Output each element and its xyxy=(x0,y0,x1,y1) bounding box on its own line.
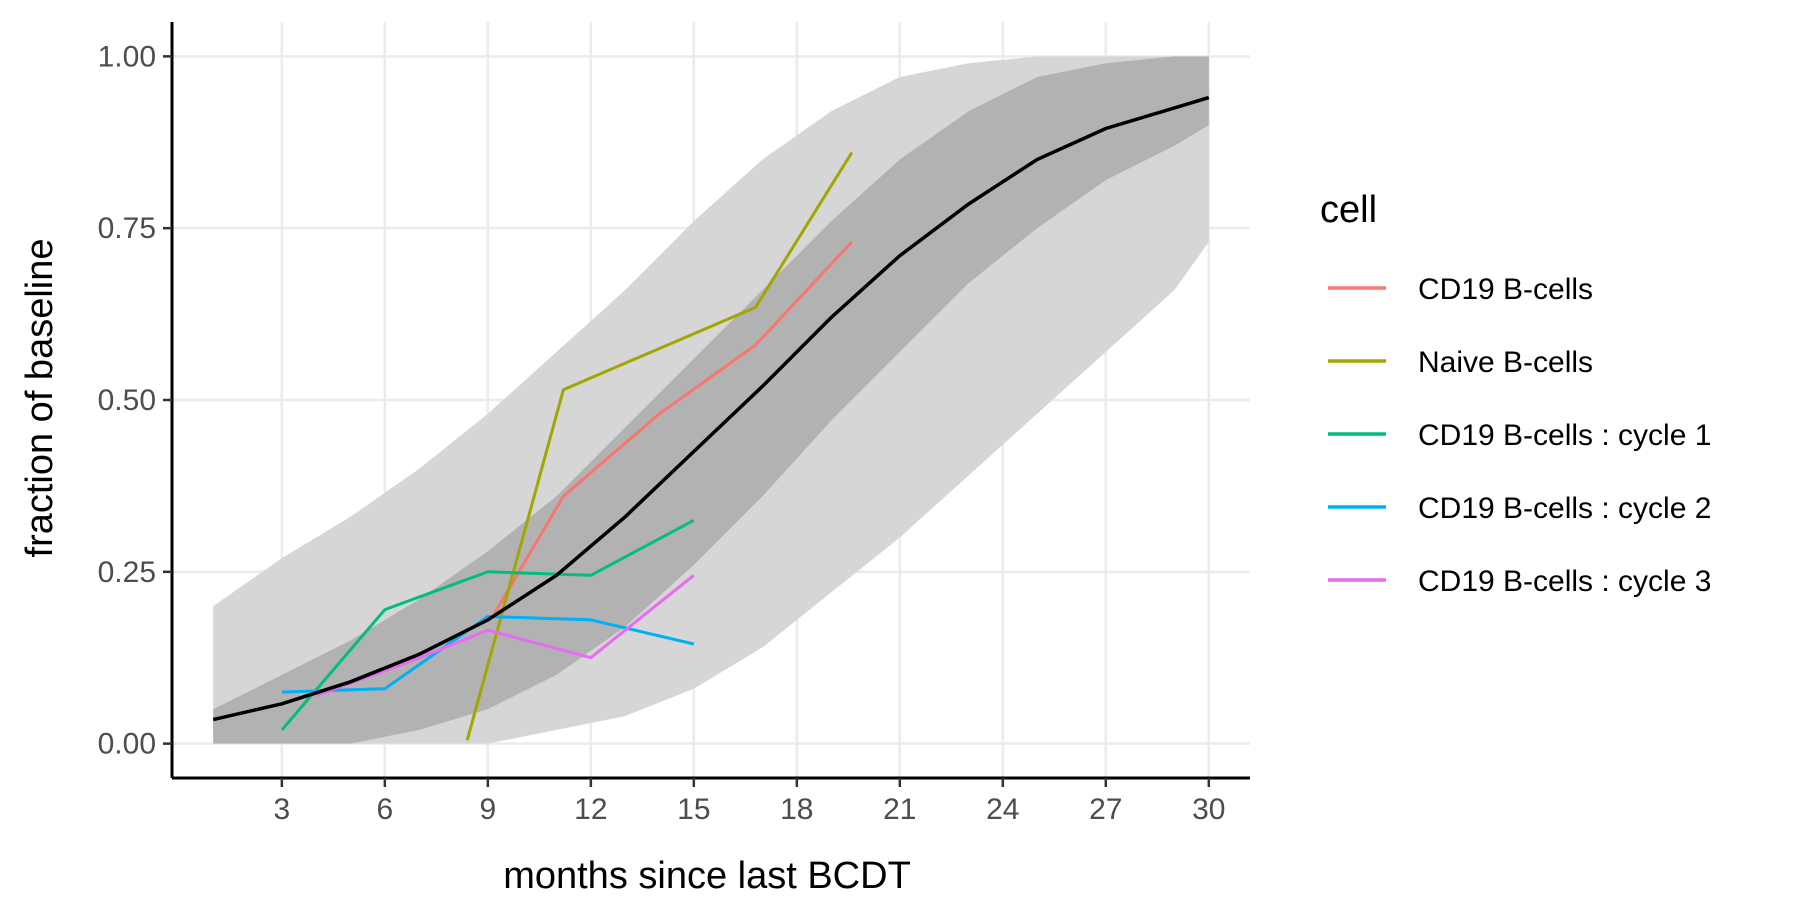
legend-label-cd19-b-cells-cycle-2: CD19 B-cells : cycle 2 xyxy=(1418,492,1711,525)
x-tick-label-24: 24 xyxy=(986,793,1019,826)
legend-item-naive-b-cells: Naive B-cells xyxy=(1328,346,1593,379)
series-line-cd19-b-cells xyxy=(493,240,853,614)
x-tick-label-18: 18 xyxy=(780,793,813,826)
legend-label-cd19-b-cells-cycle-1: CD19 B-cells : cycle 1 xyxy=(1418,419,1711,452)
legend-label-cd19-b-cells: CD19 B-cells xyxy=(1418,273,1593,306)
legend-label-cd19-b-cells-cycle-3: CD19 B-cells : cycle 3 xyxy=(1418,565,1711,598)
legend-label-naive-b-cells: Naive B-cells xyxy=(1418,346,1593,379)
x-tick-label-6: 6 xyxy=(377,793,394,826)
y-tick-label-0.50: 0.50 xyxy=(98,384,156,417)
legend-item-cd19-b-cells-cycle-2: CD19 B-cells : cycle 2 xyxy=(1328,492,1711,525)
legend-item-cd19-b-cells: CD19 B-cells xyxy=(1328,273,1593,306)
confidence-bands xyxy=(213,56,1209,744)
x-tick-label-27: 27 xyxy=(1089,793,1122,826)
series-line-cd19-b-cells-cycle-2 xyxy=(281,615,695,694)
legend-title: cell xyxy=(1320,189,1377,231)
x-axis-title: months since last BCDT xyxy=(503,855,911,897)
series-lines xyxy=(280,151,854,741)
legend-item-cd19-b-cells-cycle-3: CD19 B-cells : cycle 3 xyxy=(1328,565,1711,598)
fit-curve-line xyxy=(212,95,1210,722)
y-tick-label-0.75: 0.75 xyxy=(98,212,156,245)
x-tick-label-21: 21 xyxy=(883,793,916,826)
y-tick-label-0.25: 0.25 xyxy=(98,556,156,589)
x-tick-label-3: 3 xyxy=(274,793,291,826)
fit-curve xyxy=(212,95,1210,722)
y-tick-label-0.00: 0.00 xyxy=(98,728,156,761)
series-line-cd19-b-cells-cycle-1 xyxy=(280,518,695,731)
tick-labels: 3 6 9 12 15 18 21 24 27 30 0.00 0.25 0.50 0.75 1.00 xyxy=(98,40,1226,826)
x-tick-label-15: 15 xyxy=(677,793,710,826)
x-tick-label-12: 12 xyxy=(574,793,607,826)
x-tick-label-30: 30 xyxy=(1192,793,1225,826)
y-tick-label-1.00: 1.00 xyxy=(98,40,156,73)
series-line-naive-b-cells xyxy=(465,151,854,741)
legend-items: CD19 B-cells Naive B-cells CD19 B-cells : … xyxy=(1328,273,1711,598)
inner-confidence-band xyxy=(213,56,1209,744)
series-line-cd19-b-cells-cycle-3 xyxy=(315,574,695,697)
x-tick-label-9: 9 xyxy=(480,793,497,826)
y-axis-title: fraction of baseline xyxy=(19,239,61,558)
legend-item-cd19-b-cells-cycle-1: CD19 B-cells : cycle 1 xyxy=(1328,419,1711,452)
